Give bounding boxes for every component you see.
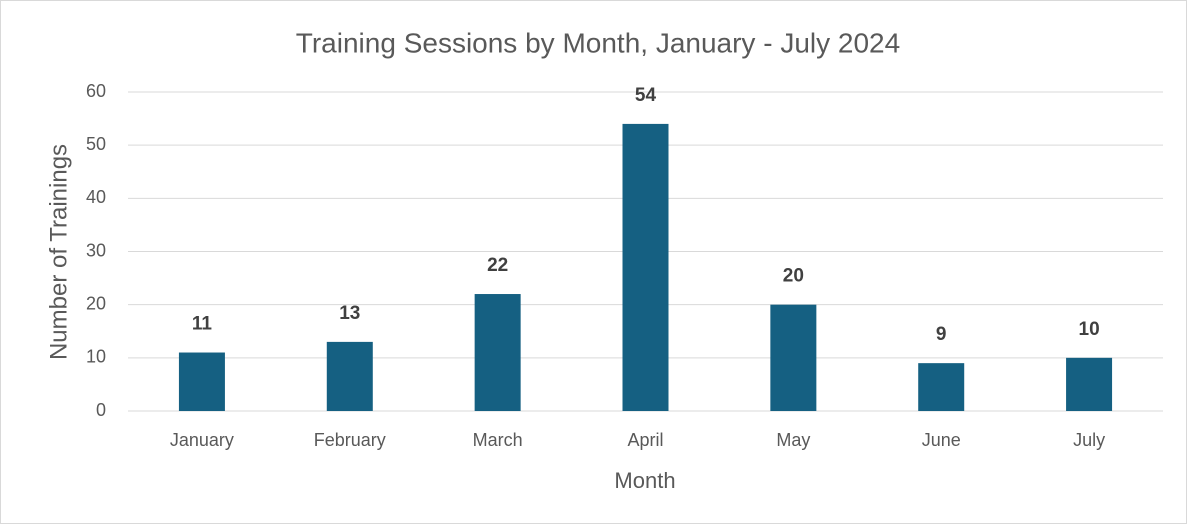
data-label: 54	[635, 85, 657, 106]
data-label: 13	[339, 303, 360, 324]
x-tick-label: February	[314, 430, 386, 450]
bar	[474, 294, 521, 411]
data-label: 20	[783, 266, 804, 287]
x-tick-label: March	[473, 430, 523, 450]
bar	[770, 304, 817, 411]
x-tick-label: May	[776, 430, 810, 450]
y-axis-label: Number of Trainings	[45, 144, 72, 360]
data-label: 9	[936, 324, 947, 345]
y-tick-label: 10	[86, 347, 106, 367]
y-tick-label: 60	[86, 81, 106, 101]
x-tick-label: January	[170, 430, 234, 450]
x-axis-label: Month	[614, 468, 675, 493]
data-label: 10	[1079, 319, 1100, 340]
chart-title: Training Sessions by Month, January - Ju…	[296, 27, 900, 58]
bar	[918, 363, 965, 411]
x-tick-label: June	[922, 430, 961, 450]
y-tick-label: 20	[86, 293, 106, 313]
x-tick-label: July	[1073, 430, 1105, 450]
y-tick-label: 30	[86, 240, 106, 260]
bar	[1066, 357, 1113, 411]
x-tick-label: April	[627, 430, 663, 450]
y-tick-label: 0	[96, 400, 106, 420]
data-label: 22	[487, 255, 508, 276]
y-tick-label: 40	[86, 187, 106, 207]
y-tick-label: 50	[86, 134, 106, 154]
bar	[622, 123, 669, 412]
bar	[178, 352, 225, 411]
data-label: 11	[192, 314, 213, 335]
bar	[326, 341, 373, 411]
